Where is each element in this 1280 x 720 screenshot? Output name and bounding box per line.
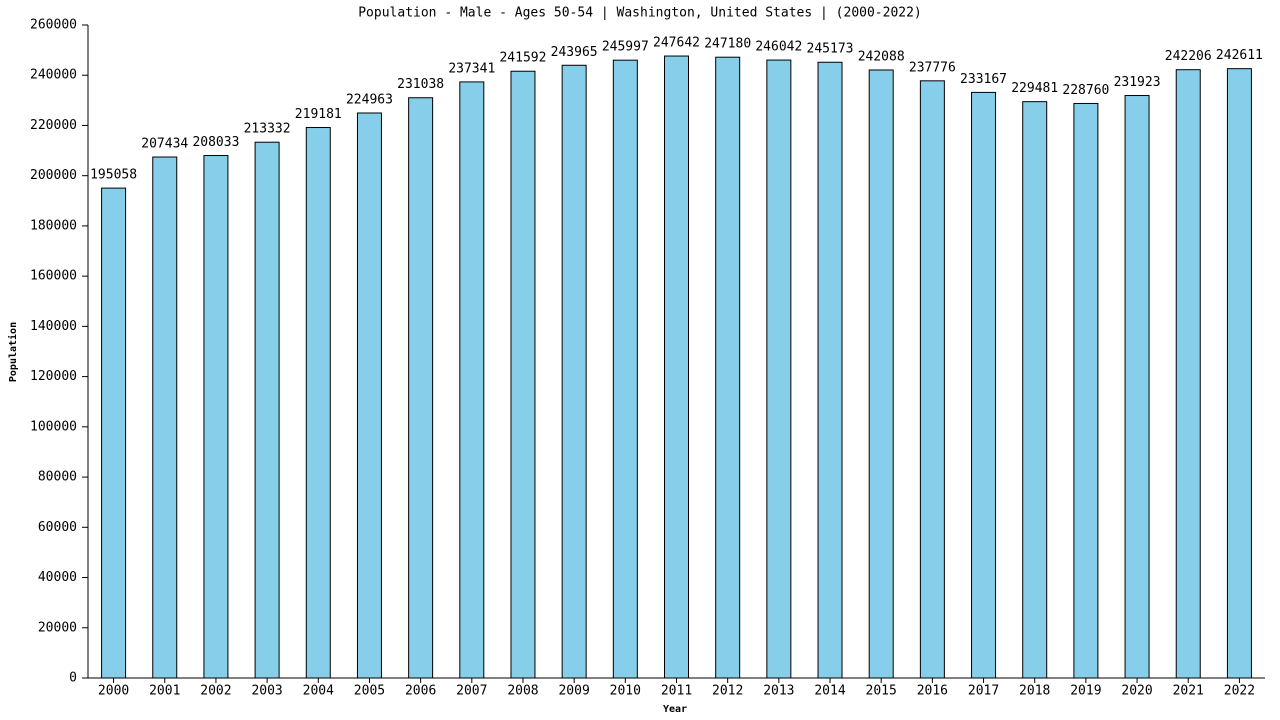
bar [254, 141, 280, 679]
bar [152, 156, 178, 679]
bar [356, 112, 382, 679]
y-tick-label: 80000 [38, 470, 77, 485]
data-label: 237776 [909, 60, 956, 75]
x-tick-label: 2012 [712, 684, 743, 699]
data-label: 246042 [755, 40, 802, 55]
data-label: 195058 [90, 168, 137, 183]
data-label: 247180 [704, 37, 751, 52]
bar [1226, 68, 1252, 679]
bar [203, 155, 229, 679]
bar [561, 64, 587, 679]
data-label: 219181 [295, 107, 342, 122]
x-tick-label: 2008 [507, 684, 538, 699]
bar [612, 59, 638, 679]
bar [459, 81, 485, 679]
bar [766, 59, 792, 679]
data-label: 208033 [192, 135, 239, 150]
y-tick-label: 120000 [30, 369, 77, 384]
x-axis-label: Year [663, 704, 687, 715]
data-label: 233167 [960, 72, 1007, 87]
bar [408, 97, 434, 679]
x-tick-label: 2013 [763, 684, 794, 699]
data-label: 229481 [1011, 81, 1058, 96]
bar [919, 80, 945, 679]
bar [817, 61, 843, 679]
bar [1073, 102, 1099, 679]
x-tick-label: 2007 [456, 684, 487, 699]
x-tick-label: 2003 [251, 684, 282, 699]
y-tick-label: 60000 [38, 520, 77, 535]
x-tick-label: 2018 [1019, 684, 1050, 699]
bar [1022, 101, 1048, 679]
x-tick-label: 2014 [814, 684, 845, 699]
y-tick-label: 200000 [30, 168, 77, 183]
bar [1175, 69, 1201, 679]
x-tick-label: 2010 [610, 684, 641, 699]
x-tick-label: 2011 [661, 684, 692, 699]
data-label: 243965 [551, 45, 598, 60]
data-label: 245173 [807, 42, 854, 57]
bar [305, 127, 331, 679]
x-tick-label: 2017 [968, 684, 999, 699]
x-tick-label: 2004 [303, 684, 334, 699]
x-tick-label: 2020 [1121, 684, 1152, 699]
data-label: 213332 [244, 122, 291, 137]
bar [664, 55, 689, 679]
y-tick-label: 160000 [30, 269, 77, 284]
x-tick-label: 2005 [354, 684, 385, 699]
x-tick-label: 2002 [200, 684, 231, 699]
bar [510, 70, 536, 679]
data-label: 207434 [141, 137, 188, 152]
x-tick-label: 2000 [98, 684, 129, 699]
y-tick-label: 0 [69, 671, 77, 686]
y-tick-label: 180000 [30, 218, 77, 233]
data-label: 247642 [653, 36, 700, 51]
bar [971, 91, 997, 679]
data-label: 242206 [1165, 49, 1212, 64]
x-tick-label: 2001 [149, 684, 180, 699]
x-tick-label: 2016 [917, 684, 948, 699]
bar [715, 56, 741, 679]
data-label: 241592 [499, 51, 546, 66]
bar [101, 187, 127, 679]
x-tick-label: 2015 [866, 684, 897, 699]
data-label: 224963 [346, 92, 393, 107]
y-tick-label: 100000 [30, 419, 77, 434]
data-label: 242611 [1216, 48, 1263, 63]
data-label: 245997 [602, 40, 649, 55]
data-label: 231038 [397, 77, 444, 92]
x-tick-label: 2009 [558, 684, 589, 699]
chart-title: Population - Male - Ages 50-54 | Washing… [358, 6, 922, 21]
data-label: 231923 [1114, 75, 1161, 90]
x-tick-label: 2006 [405, 684, 436, 699]
y-tick-label: 240000 [30, 68, 77, 83]
y-tick-label: 140000 [30, 319, 77, 334]
y-tick-label: 20000 [38, 620, 77, 635]
y-tick-label: 40000 [38, 570, 77, 585]
bar [1124, 95, 1150, 679]
y-tick-label: 260000 [30, 18, 77, 33]
x-tick-label: 2021 [1173, 684, 1204, 699]
data-label: 242088 [858, 49, 905, 64]
y-tick-label: 220000 [30, 118, 77, 133]
data-label: 237341 [448, 61, 495, 76]
x-tick-label: 2019 [1070, 684, 1101, 699]
y-axis-label: Population [7, 322, 19, 382]
data-label: 228760 [1062, 83, 1109, 98]
x-tick-label: 2022 [1224, 684, 1255, 699]
bar [868, 69, 894, 679]
